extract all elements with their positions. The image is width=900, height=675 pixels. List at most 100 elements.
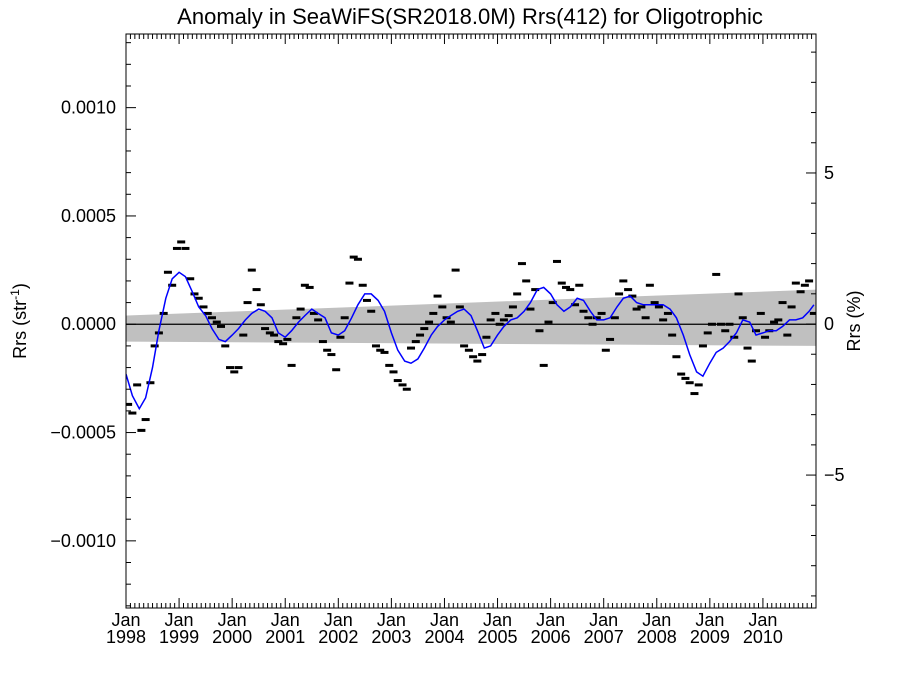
monthly-marker — [446, 320, 455, 324]
monthly-marker — [610, 316, 619, 320]
monthly-marker — [597, 311, 606, 315]
smoothed-line-layer — [126, 271, 815, 411]
monthly-marker — [177, 240, 186, 244]
monthly-marker — [420, 327, 429, 331]
y-tick-label: 0.0010 — [61, 98, 116, 118]
x-tick-label-year: 2001 — [265, 627, 305, 647]
monthly-marker — [137, 428, 146, 432]
monthly-marker — [778, 301, 787, 305]
monthly-marker — [199, 305, 208, 309]
monthly-marker — [292, 316, 301, 320]
monthly-marker — [274, 340, 283, 344]
monthly-marker — [340, 316, 349, 320]
monthly-marker — [694, 383, 703, 387]
monthly-marker — [226, 366, 235, 370]
monthly-marker — [141, 418, 150, 422]
monthly-marker — [217, 324, 226, 328]
monthly-marker — [159, 311, 168, 315]
monthly-marker — [300, 283, 309, 287]
monthly-marker — [575, 283, 584, 287]
monthly-marker — [566, 288, 575, 292]
monthly-marker — [336, 335, 345, 339]
x-tick-label-year: 1998 — [106, 627, 146, 647]
monthly-marker — [402, 387, 411, 391]
monthly-marker — [265, 331, 274, 335]
monthly-marker — [407, 346, 416, 350]
x-tick-label-month: Jan — [695, 610, 724, 630]
monthly-marker — [783, 333, 792, 337]
monthly-marker — [725, 322, 734, 326]
x-tick-label-month: Jan — [377, 610, 406, 630]
monthly-marker — [756, 311, 765, 315]
monthly-marker — [482, 335, 491, 339]
x-tick-label-year: 2005 — [478, 627, 518, 647]
monthly-marker — [517, 262, 526, 266]
monthly-marker — [615, 292, 624, 296]
monthly-marker — [318, 340, 327, 344]
monthly-marker — [367, 309, 376, 313]
y-tick-label: 0.0005 — [61, 206, 116, 226]
monthly-marker — [473, 359, 482, 363]
monthly-marker — [774, 318, 783, 322]
monthly-marker — [203, 311, 212, 315]
monthly-marker — [425, 320, 434, 324]
monthly-marker — [495, 322, 504, 326]
monthly-marker — [230, 370, 239, 374]
monthly-marker — [672, 355, 681, 359]
monthly-marker — [296, 307, 305, 311]
monthly-marker — [601, 348, 610, 352]
monthly-marker — [526, 307, 535, 311]
monthly-marker — [464, 348, 473, 352]
x-tick-label-year: 2000 — [212, 627, 252, 647]
y-axis-label-close: ) — [10, 283, 30, 289]
monthly-marker — [513, 292, 522, 296]
monthly-marker — [429, 311, 438, 315]
x-tick-label-year: 2003 — [371, 627, 411, 647]
monthly-marker — [345, 281, 354, 285]
monthly-marker — [588, 322, 597, 326]
monthly-marker — [353, 257, 362, 261]
axis-labels: Rrs (str-1) Rrs (%) — [8, 283, 864, 359]
axes: 0.00100.00050.0000−0.0005−0.001050−5Jan1… — [50, 33, 845, 647]
x-tick-label-month: Jan — [111, 610, 140, 630]
monthly-marker — [287, 363, 296, 367]
monthly-marker — [126, 402, 133, 406]
monthly-marker — [645, 283, 654, 287]
monthly-marker — [460, 344, 469, 348]
monthly-marker — [146, 381, 155, 385]
monthly-marker — [522, 279, 531, 283]
monthly-marker — [234, 366, 243, 370]
monthly-marker — [221, 344, 230, 348]
x-tick-label-year: 2009 — [690, 627, 730, 647]
monthly-marker — [212, 320, 221, 324]
monthly-marker — [716, 322, 725, 326]
monthly-marker — [486, 318, 495, 322]
monthly-marker — [791, 281, 800, 285]
monthly-marker — [809, 311, 816, 315]
y2-tick-label: 0 — [824, 314, 834, 334]
monthly-marker — [380, 350, 389, 354]
monthly-marker — [677, 372, 686, 376]
y2-axis-label: Rrs (%) — [844, 291, 864, 352]
trend-band — [126, 289, 816, 346]
monthly-marker — [168, 283, 177, 287]
monthly-marker — [539, 363, 548, 367]
y-tick-label: 0.0000 — [61, 314, 116, 334]
x-tick-label-month: Jan — [642, 610, 671, 630]
monthly-marker — [239, 333, 248, 337]
monthly-marker — [283, 337, 292, 341]
monthly-marker — [743, 346, 752, 350]
y-tick-label: −0.0010 — [50, 531, 116, 551]
monthly-marker — [150, 344, 159, 348]
monthly-marker — [659, 318, 668, 322]
x-tick-label-month: Jan — [483, 610, 512, 630]
x-tick-label-year: 2002 — [318, 627, 358, 647]
monthly-marker — [376, 348, 385, 352]
monthly-marker — [371, 344, 380, 348]
x-tick-label-year: 2004 — [424, 627, 464, 647]
monthly-marker — [393, 379, 402, 383]
x-tick-label-month: Jan — [271, 610, 300, 630]
monthly-marker — [721, 329, 730, 333]
monthly-marker — [305, 285, 314, 289]
monthly-marker — [668, 333, 677, 337]
